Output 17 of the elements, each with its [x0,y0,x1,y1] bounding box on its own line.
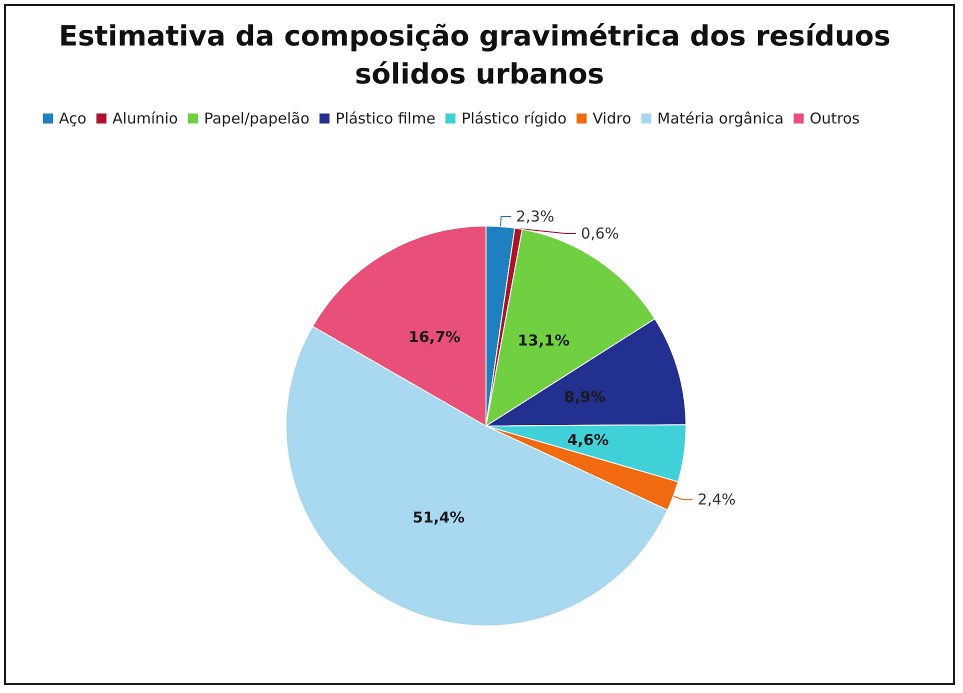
legend-label: Plástico rígido [461,110,567,128]
legend-label: Plástico filme [336,110,436,128]
data-label: 2,4% [698,490,736,509]
chart-title: Estimativa da composição gravimétrica dos resíduos sólidos urbanos [58,20,900,90]
legend-label: Matéria orgânica [657,110,784,128]
data-label: 51,4% [412,508,465,526]
legend-label: Alumínio [112,110,178,128]
legend-label: Papel/papelão [204,110,310,128]
data-label: 2,3% [516,208,554,226]
data-label: 16,7% [408,328,460,346]
data-label: 13,1% [518,332,570,350]
data-label: 0,6% [580,224,620,243]
legend-label: Aço [59,110,86,128]
legend-label: Vidro [592,110,632,128]
legend-label: Outros [810,110,860,128]
data-label: 8,9% [564,388,606,406]
data-label: 4,6% [567,431,609,450]
